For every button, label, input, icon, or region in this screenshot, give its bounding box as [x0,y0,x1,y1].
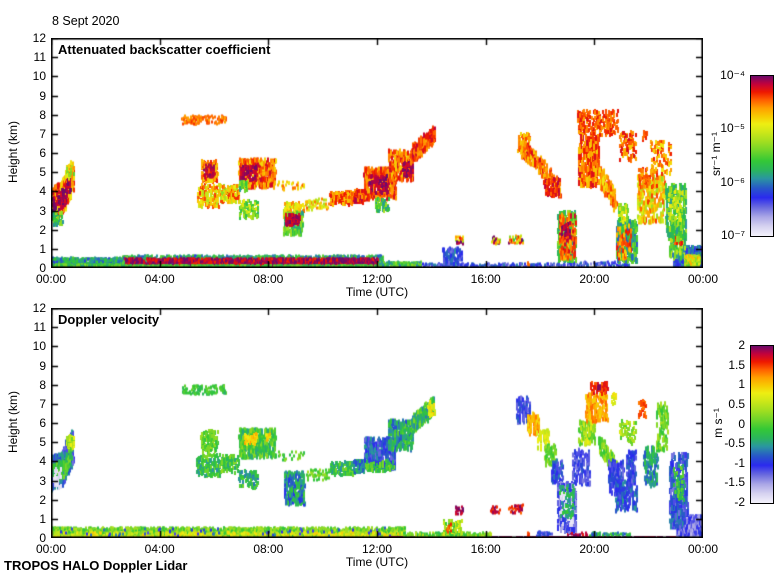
p1-xtick: 00:00 [687,272,719,286]
p2-xtick: 04:00 [144,542,175,556]
p2-ytick-1: 1 [39,511,46,526]
p1-xtick: 16:00 [470,272,501,286]
p2-xtick: 12:00 [361,542,393,556]
p1-ytick-5: 5 [39,165,46,180]
p2-xtick: 00:00 [687,542,719,556]
backscatter-plot-canvas [51,38,703,268]
p1-xtick: 08:00 [253,272,284,286]
p1-ytick-4: 4 [39,184,46,199]
p1-ytick-12: 12 [32,31,46,45]
p2-ytick-8: 8 [39,377,46,392]
p2-xtick: 16:00 [470,542,501,556]
p1-xtick: 12:00 [361,272,393,286]
p2-xtick: 20:00 [579,542,610,556]
p1-ytick-0: 0 [39,261,46,275]
instrument-label: TROPOS HALO Doppler Lidar [4,558,188,573]
p2-ytick-3: 3 [39,473,46,488]
doppler-panel-title: Doppler velocity [58,312,160,327]
p2-colorbar-tick: 0 [738,416,745,431]
backscatter-panel-title: Attenuated backscatter coefficient [58,42,271,57]
p1-ytick-1: 1 [39,241,46,256]
p2-ytick-2: 2 [39,492,46,507]
p2-colorbar-tick: 0.5 [728,396,745,411]
p2-ytick-6: 6 [39,416,46,430]
backscatter-y-axis-label: Height (km) [6,121,20,184]
p2-ytick-0: 0 [39,531,46,545]
p1-ytick-8: 8 [39,107,46,122]
p2-ytick-5: 5 [39,435,46,450]
p1-xtick: 00:00 [35,272,67,286]
date-title: 8 Sept 2020 [52,14,120,28]
p1-colorbar-tick: 10⁻⁵ [720,121,745,136]
doppler-x-axis-label: Time (UTC) [345,555,409,569]
doppler-y-axis-label: Height (km) [6,391,20,454]
p2-ytick-10: 10 [32,339,46,354]
p1-colorbar-tick: 10⁻⁴ [720,68,745,82]
p2-ytick-9: 9 [39,358,46,373]
p2-colorbar-tick: -0.5 [724,436,745,451]
doppler-colorbar [750,345,774,504]
p1-ytick-11: 11 [33,50,46,65]
p1-ytick-3: 3 [39,203,46,218]
p1-ytick-2: 2 [39,222,46,237]
p1-xtick: 20:00 [579,272,610,286]
backscatter-colorbar [750,75,774,237]
p1-ytick-7: 7 [39,126,46,141]
p1-ytick-6: 6 [39,146,46,160]
p1-colorbar-tick: 10⁻⁶ [720,174,745,189]
p2-ytick-12: 12 [32,301,46,315]
p2-ytick-11: 11 [33,320,46,335]
p2-colorbar-tick: 1.5 [728,357,745,372]
p2-colorbar-tick: 2 [738,338,745,352]
p1-ytick-9: 9 [39,88,46,103]
p2-xtick: 00:00 [35,542,67,556]
p2-colorbar-tick: -1.5 [724,475,745,490]
p1-colorbar-tick: 10⁻⁷ [720,228,745,242]
p2-colorbar-tick: 1 [738,377,745,392]
p1-xtick: 04:00 [144,272,175,286]
p2-colorbar-tick: -2 [734,495,745,509]
doppler-plot-canvas [51,308,703,538]
backscatter-x-axis-label: Time (UTC) [345,285,409,299]
p2-ytick-7: 7 [39,396,46,411]
p1-ytick-10: 10 [32,69,46,84]
p2-colorbar-tick: -1 [734,455,745,470]
p2-ytick-4: 4 [39,454,46,469]
p2-xtick: 08:00 [253,542,284,556]
